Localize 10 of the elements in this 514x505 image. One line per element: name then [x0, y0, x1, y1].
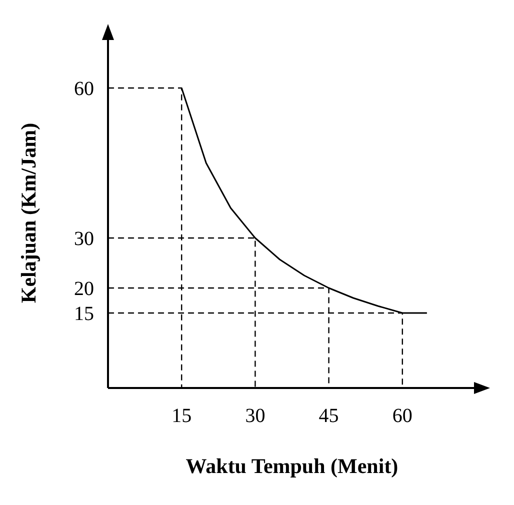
y-tick-label: 30 [74, 228, 94, 250]
y-axis-title: Kelajuan (Km/Jam) [16, 122, 40, 304]
x-axis-title: Waktu Tempuh (Menit) [186, 454, 398, 478]
y-tick-label: 60 [74, 78, 94, 100]
y-tick-label: 15 [74, 303, 94, 326]
x-tick-label: 15 [172, 405, 192, 428]
y-tick-label: 20 [74, 278, 94, 300]
x-tick-label: 30 [245, 405, 266, 428]
x-tick-label: 45 [318, 405, 339, 428]
x-tick-label: 60 [392, 405, 412, 428]
